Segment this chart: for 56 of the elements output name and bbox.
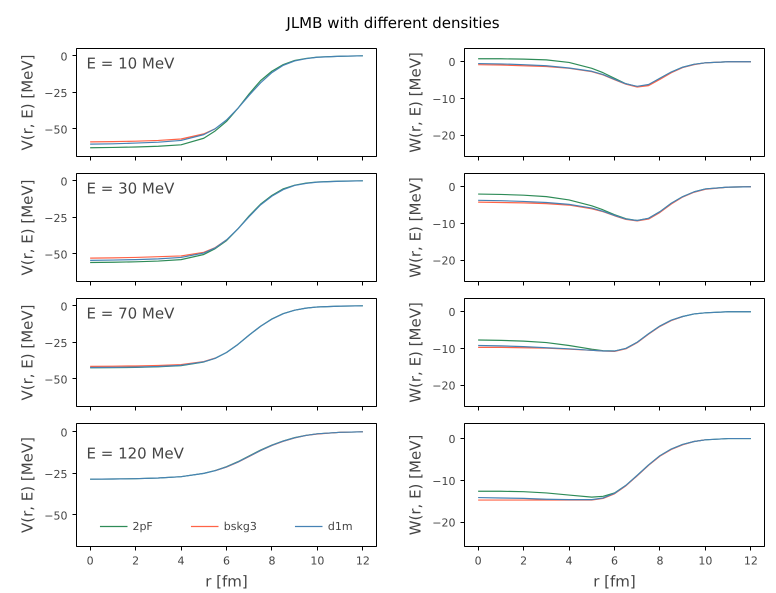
x-tick-label: 4 [178, 554, 185, 568]
y-axis-title: V(r, E) [MeV] [18, 179, 36, 276]
annotation: E = 70 MeV [86, 304, 176, 322]
x-tick-label: 4 [566, 554, 573, 568]
y-tick-label: −25 [44, 468, 68, 481]
legend-label: 2pF [132, 520, 153, 532]
x-tick-label: 12 [744, 554, 758, 568]
x-tick-label: 10 [310, 554, 324, 568]
y-tick-label: 0 [448, 56, 456, 70]
x-tick-label: 8 [656, 554, 664, 568]
y-tick-label: 0 [448, 181, 456, 194]
x-axis-title: r [fm] [593, 572, 636, 590]
annotation: E = 120 MeV [86, 444, 185, 462]
x-tick-label: 6 [223, 554, 230, 568]
legend-label: d1m [328, 520, 353, 532]
y-tick-label: −10 [432, 92, 456, 106]
x-tick-label: 0 [86, 554, 94, 568]
x-tick-label: 2 [520, 554, 528, 568]
y-tick-label: 0 [60, 175, 68, 188]
x-tick-label: 8 [268, 554, 276, 568]
x-axis-title: r [fm] [205, 572, 248, 590]
x-tick-label: 12 [356, 554, 370, 568]
y-tick-label: −10 [432, 342, 456, 356]
chart-title: JLMB with different densities [286, 13, 500, 34]
y-axis-title: V(r, E) [MeV] [18, 436, 36, 534]
y-axis-title: W(r, E) [MeV] [406, 434, 424, 536]
y-axis-title: V(r, E) [MeV] [18, 54, 36, 151]
legend-label: bskg3 [224, 520, 257, 532]
annotation: E = 10 MeV [86, 54, 176, 72]
y-tick-label: −10 [432, 218, 456, 231]
y-axis-title: W(r, E) [MeV] [406, 302, 424, 403]
x-tick-label: 10 [698, 554, 712, 568]
x-tick-label: 2 [132, 554, 140, 568]
y-tick-label: −25 [44, 212, 68, 225]
y-axis-title: V(r, E) [MeV] [18, 304, 36, 401]
y-tick-label: −50 [44, 509, 68, 522]
y-axis-title: W(r, E) [MeV] [406, 52, 424, 153]
y-tick-label: −20 [432, 254, 456, 268]
x-tick-label: 6 [611, 554, 618, 568]
y-tick-label: 0 [448, 306, 456, 320]
y-tick-label: −10 [432, 474, 456, 488]
annotation: E = 30 MeV [86, 180, 176, 198]
y-tick-label: −20 [432, 516, 456, 530]
y-tick-label: 0 [448, 433, 456, 446]
y-tick-label: −25 [44, 86, 68, 100]
x-tick-label: 0 [474, 554, 482, 568]
y-tick-label: 0 [60, 50, 68, 64]
y-tick-label: −25 [44, 336, 68, 350]
y-tick-label: −20 [432, 130, 456, 143]
y-tick-label: 0 [60, 300, 68, 314]
y-axis-title: W(r, E) [MeV] [406, 177, 424, 278]
y-tick-label: −50 [44, 123, 68, 136]
y-tick-label: 0 [60, 426, 68, 440]
y-tick-label: −20 [432, 380, 456, 393]
y-tick-label: −50 [44, 373, 68, 386]
y-tick-label: −50 [44, 248, 68, 262]
